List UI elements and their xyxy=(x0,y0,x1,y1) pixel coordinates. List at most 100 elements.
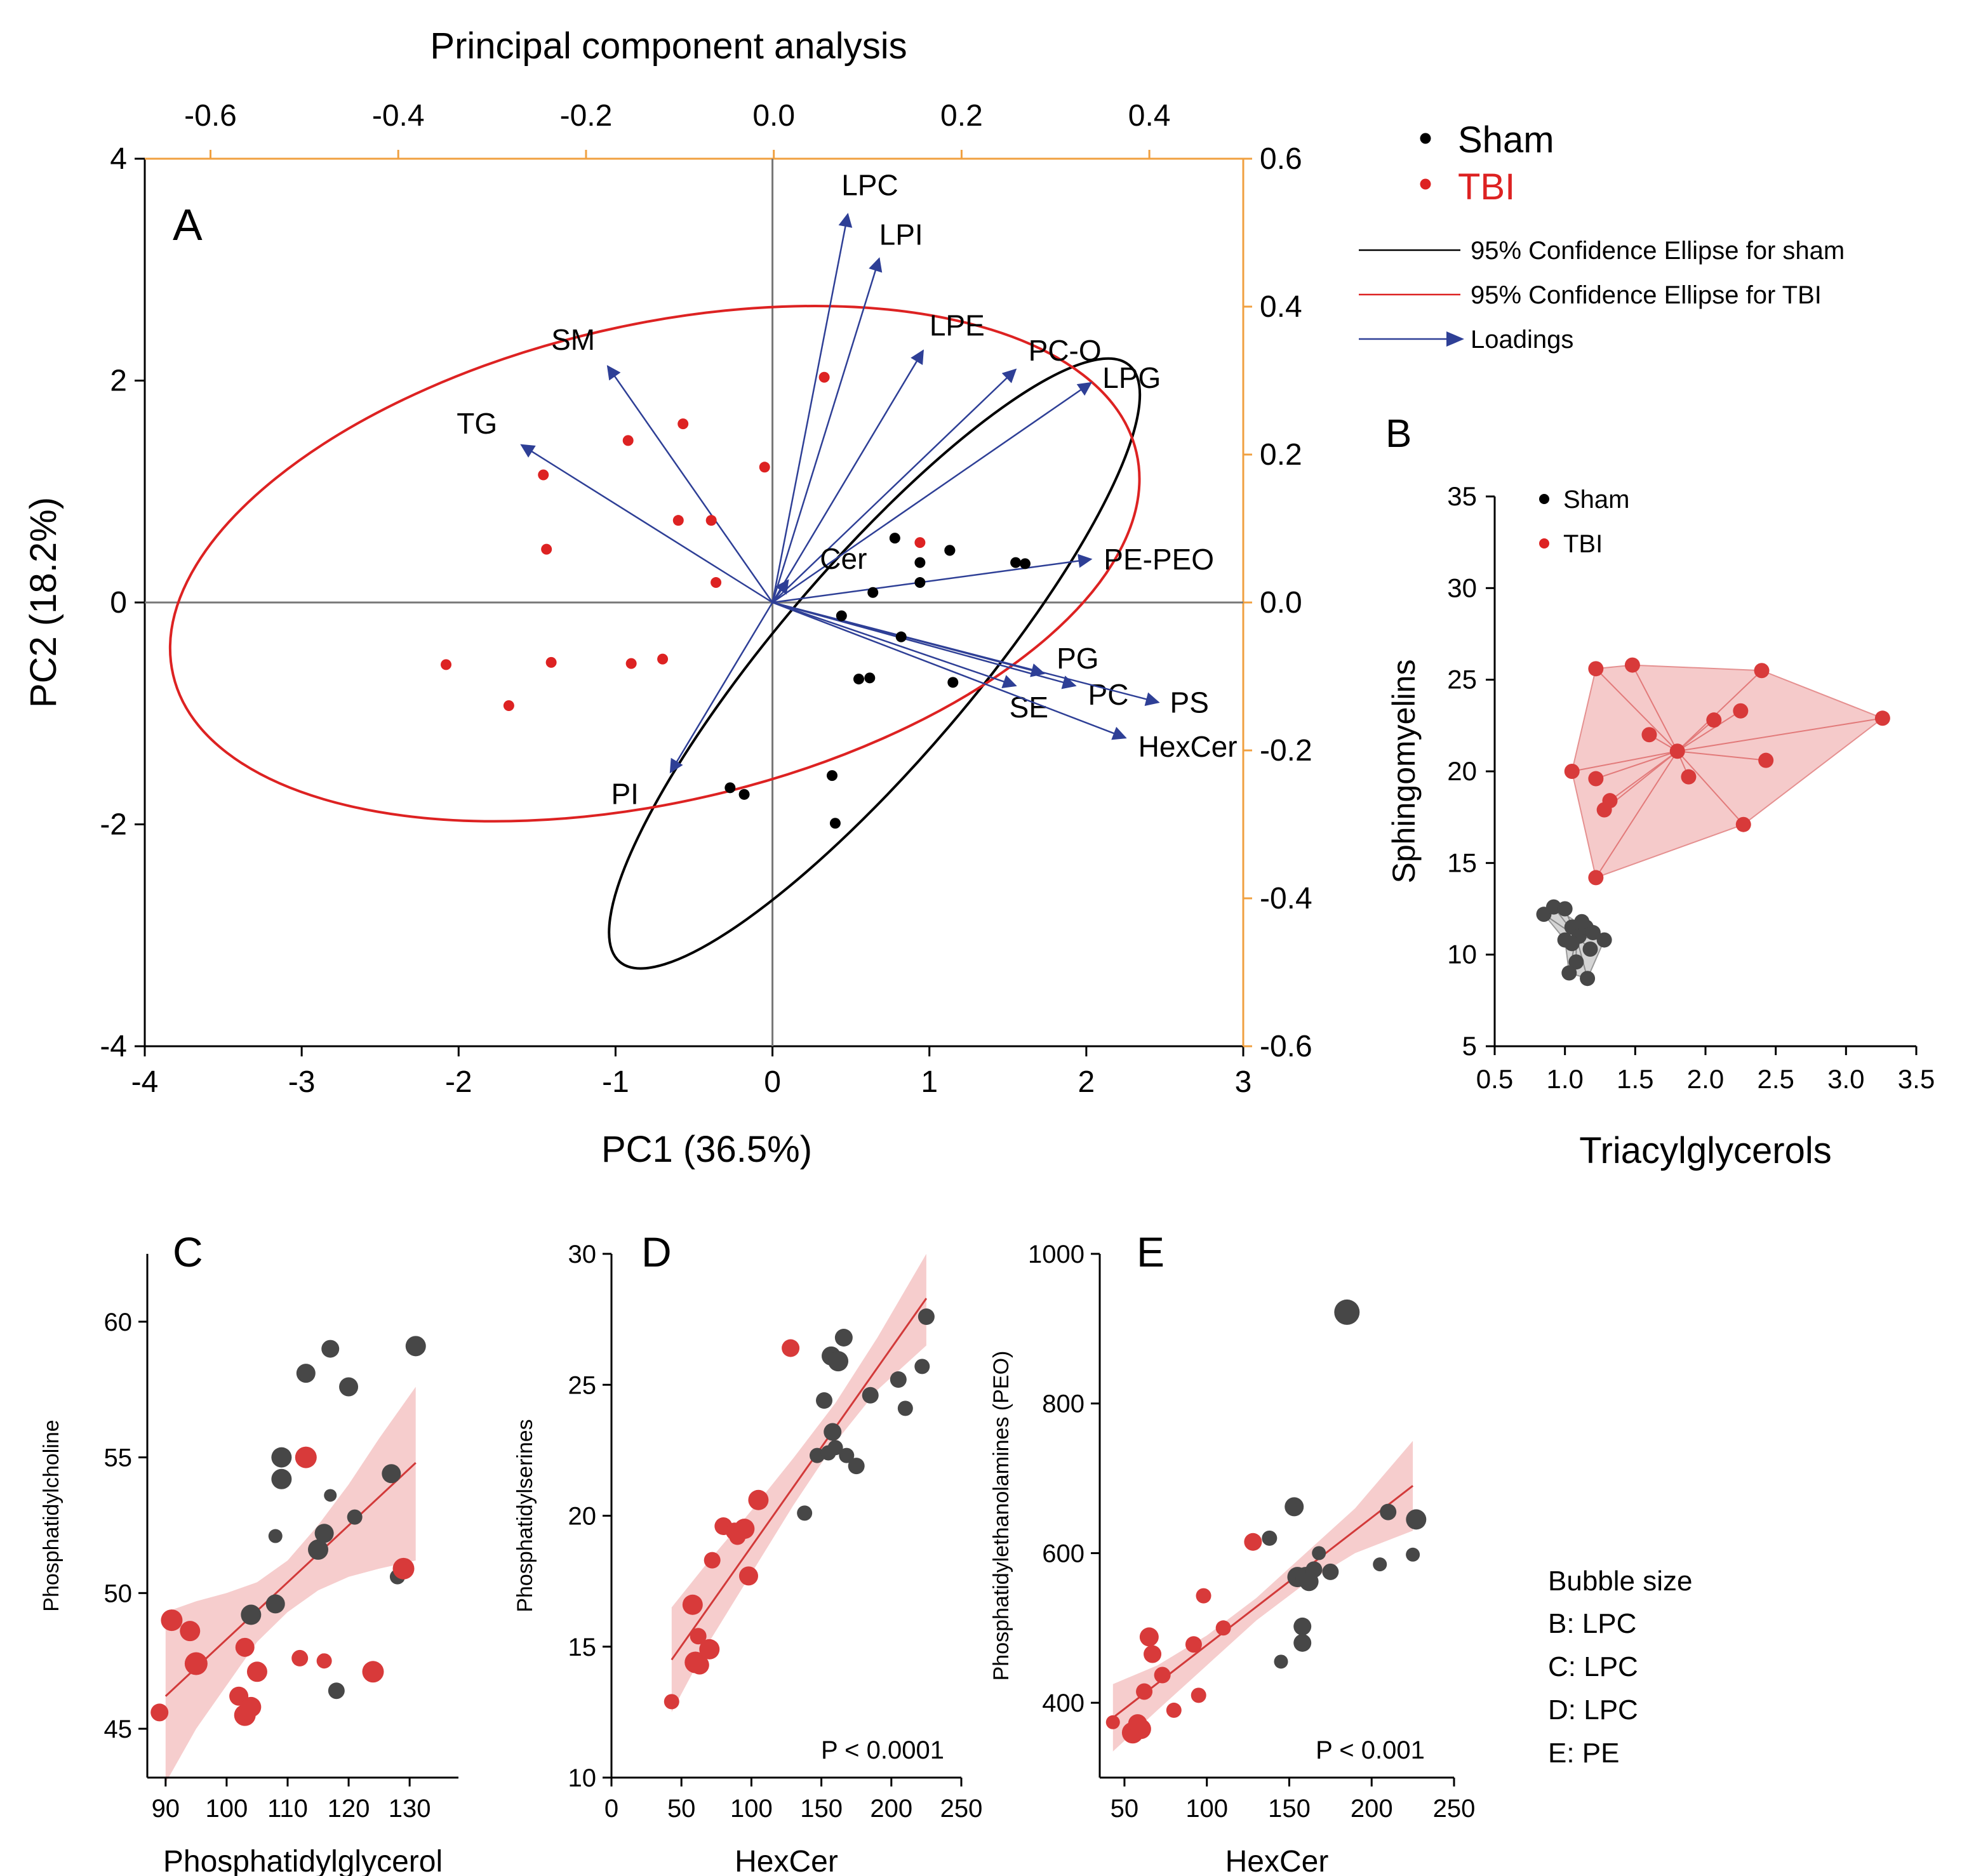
panel-c-bubble-sham xyxy=(268,1529,283,1543)
panel-e-bubble-sham xyxy=(1293,1617,1312,1635)
panel-d-bubble-tbi xyxy=(729,1528,746,1545)
panel-b-y-tick-label: 5 xyxy=(1462,1031,1477,1061)
panel-a-point-sham xyxy=(947,677,959,688)
panel-d-x-tick-label: 250 xyxy=(940,1795,983,1823)
panel-e-bubble-sham xyxy=(1305,1561,1323,1578)
panel-b-x-tick-label: 3.0 xyxy=(1827,1064,1864,1094)
panel-a-label: A xyxy=(173,200,203,249)
loading-label-lpe: LPE xyxy=(930,309,985,342)
panel-b-x-tick-label: 1.5 xyxy=(1617,1064,1653,1094)
panel-a-right-tick-label: -0.4 xyxy=(1260,882,1312,915)
panel-b-point-sham xyxy=(1580,971,1596,987)
panel-e-bubble-tbi xyxy=(1196,1588,1211,1604)
panel-c-bubble-tbi xyxy=(362,1661,384,1683)
panel-d-x-tick-label: 150 xyxy=(800,1795,843,1823)
loading-label-pc-o: PC-O xyxy=(1029,334,1102,367)
panel-b-y-tick-label: 25 xyxy=(1447,665,1477,695)
legend-loadings-arrowhead xyxy=(1446,331,1464,347)
panel-c-bubble-tbi xyxy=(295,1446,317,1468)
panel-c-label: C xyxy=(173,1228,203,1275)
panel-b-x-tick-label: 0.5 xyxy=(1476,1064,1513,1094)
panel-a-point-tbi xyxy=(914,537,926,549)
panel-e-bubble-tbi xyxy=(1185,1636,1202,1653)
panel-b-spoke-tbi xyxy=(1677,670,1763,752)
panel-b-point-tbi xyxy=(1669,743,1685,759)
panel-a-point-tbi xyxy=(625,658,637,669)
panel-a-ellipse-sham xyxy=(608,357,1142,970)
panel-c-x-axis-label: Phosphatidylglycerol xyxy=(163,1845,443,1876)
panel-a-top-tick-label: -0.4 xyxy=(372,99,425,133)
loading-label-lpg: LPG xyxy=(1102,361,1161,394)
loading-label-pi: PI xyxy=(611,777,638,810)
panel-c-bubble-sham xyxy=(241,1604,262,1625)
legend-loadings-label: Loadings xyxy=(1471,326,1573,354)
panel-c-bubble-tbi xyxy=(180,1621,201,1642)
panel-b-point-sham xyxy=(1545,899,1561,915)
panel-d-x-tick-label: 200 xyxy=(870,1795,912,1823)
panel-e-bubble-tbi xyxy=(1154,1666,1171,1684)
panel-e-p-value: P < 0.001 xyxy=(1316,1736,1425,1764)
panel-d-bubble-sham xyxy=(890,1371,907,1388)
panel-a-top-tick-label: -0.2 xyxy=(560,99,613,133)
panel-a-pca-biplot: Principal component analysis A -4 -3 -2 -1 0 1 2… xyxy=(23,25,1312,1170)
panel-b-spoke-tbi xyxy=(1595,750,1678,878)
panel-e-bubble-tbi xyxy=(1105,1715,1120,1729)
panel-a-y-tick-label: -2 xyxy=(100,808,127,842)
panel-b-point-tbi xyxy=(1588,771,1604,787)
panel-b-hull-tbi xyxy=(1571,664,1884,879)
panel-d-bubble-sham xyxy=(824,1423,842,1441)
panel-a-point-tbi xyxy=(711,577,722,589)
panel-b-legend-tbi-marker xyxy=(1539,538,1549,549)
loading-arrow-lpg xyxy=(771,382,1093,604)
legend-ellipse-tbi-label: 95% Confidence Ellipse for TBI xyxy=(1471,281,1822,309)
panel-b-point-sham xyxy=(1574,914,1590,929)
panel-b-point-tbi xyxy=(1596,802,1612,818)
loading-label-pe-peo: PE-PEO xyxy=(1104,543,1214,576)
panel-a-top-tick-label: 0.4 xyxy=(1128,99,1171,133)
panel-a-point-sham xyxy=(864,672,876,684)
panel-a-right-tick-label: 0.2 xyxy=(1260,438,1302,472)
panel-b-point-sham xyxy=(1561,965,1577,981)
panel-b-legend-sham-label: Sham xyxy=(1563,486,1630,514)
panel-d-bubble-tbi xyxy=(704,1552,721,1569)
panel-a-x-tick-label: 0 xyxy=(764,1065,781,1099)
panel-b-point-tbi xyxy=(1758,752,1774,768)
panel-b-spoke-tbi xyxy=(1596,750,1678,780)
bubble-size-line-c: C: LPC xyxy=(1548,1651,1638,1682)
loading-arrow-ps xyxy=(772,601,1160,706)
panel-b-spoke-tbi xyxy=(1677,717,1883,752)
panel-a-point-sham xyxy=(914,557,926,568)
loading-arrow-pc-o xyxy=(771,368,1017,603)
panel-d-bubble-sham xyxy=(816,1392,833,1409)
panel-a-y-tick-label: 0 xyxy=(110,586,127,620)
panel-d-x-axis-label: HexCer xyxy=(735,1845,838,1876)
panel-a-top-tick-label: 0.0 xyxy=(752,99,795,133)
panel-c-bubble-tbi xyxy=(392,1557,415,1580)
panel-a-point-tbi xyxy=(503,700,514,712)
panel-c-bubble-tbi xyxy=(246,1661,267,1682)
panel-d-bubble-sham xyxy=(827,1440,843,1456)
loading-label-lpc: LPC xyxy=(841,168,898,201)
panel-c-x-tick-label: 100 xyxy=(206,1795,248,1823)
panel-a-point-sham xyxy=(853,674,864,685)
panel-a-top-tick-label: 0.2 xyxy=(940,99,983,133)
panel-e-bubble-sham xyxy=(1406,1509,1427,1530)
panel-a-point-tbi xyxy=(672,515,684,526)
panel-c-bubble-sham xyxy=(271,1468,292,1489)
bubble-size-line-d: D: LPC xyxy=(1548,1694,1638,1726)
panel-a-legend: Sham TBI 95% Confidence Ellipse for sham 95… xyxy=(1359,119,1845,354)
panel-b-y-tick-label: 15 xyxy=(1447,848,1477,877)
panel-b-point-tbi xyxy=(1733,703,1749,719)
panel-d-scatter: D 0 50 100 150 200 250 10 15 20 25 30 HexCer Phosphat… xyxy=(513,1228,982,1876)
panel-a-point-tbi xyxy=(677,418,689,430)
panel-e-bubble-sham xyxy=(1274,1654,1288,1669)
panel-a-point-sham xyxy=(895,631,907,642)
panel-c-scatter: C 90 100 110 120 130 45 50 55 60 Phosphatidylglyce… xyxy=(39,1228,458,1876)
panel-e-label: E xyxy=(1137,1228,1165,1275)
panel-b-spoke-tbi xyxy=(1677,750,1766,761)
panel-d-bubble-sham xyxy=(897,1400,913,1416)
panel-e-bubble-tbi xyxy=(1130,1719,1151,1740)
legend-tbi-label: TBI xyxy=(1458,166,1515,208)
panel-b-x-tick-label: 3.5 xyxy=(1898,1064,1935,1094)
